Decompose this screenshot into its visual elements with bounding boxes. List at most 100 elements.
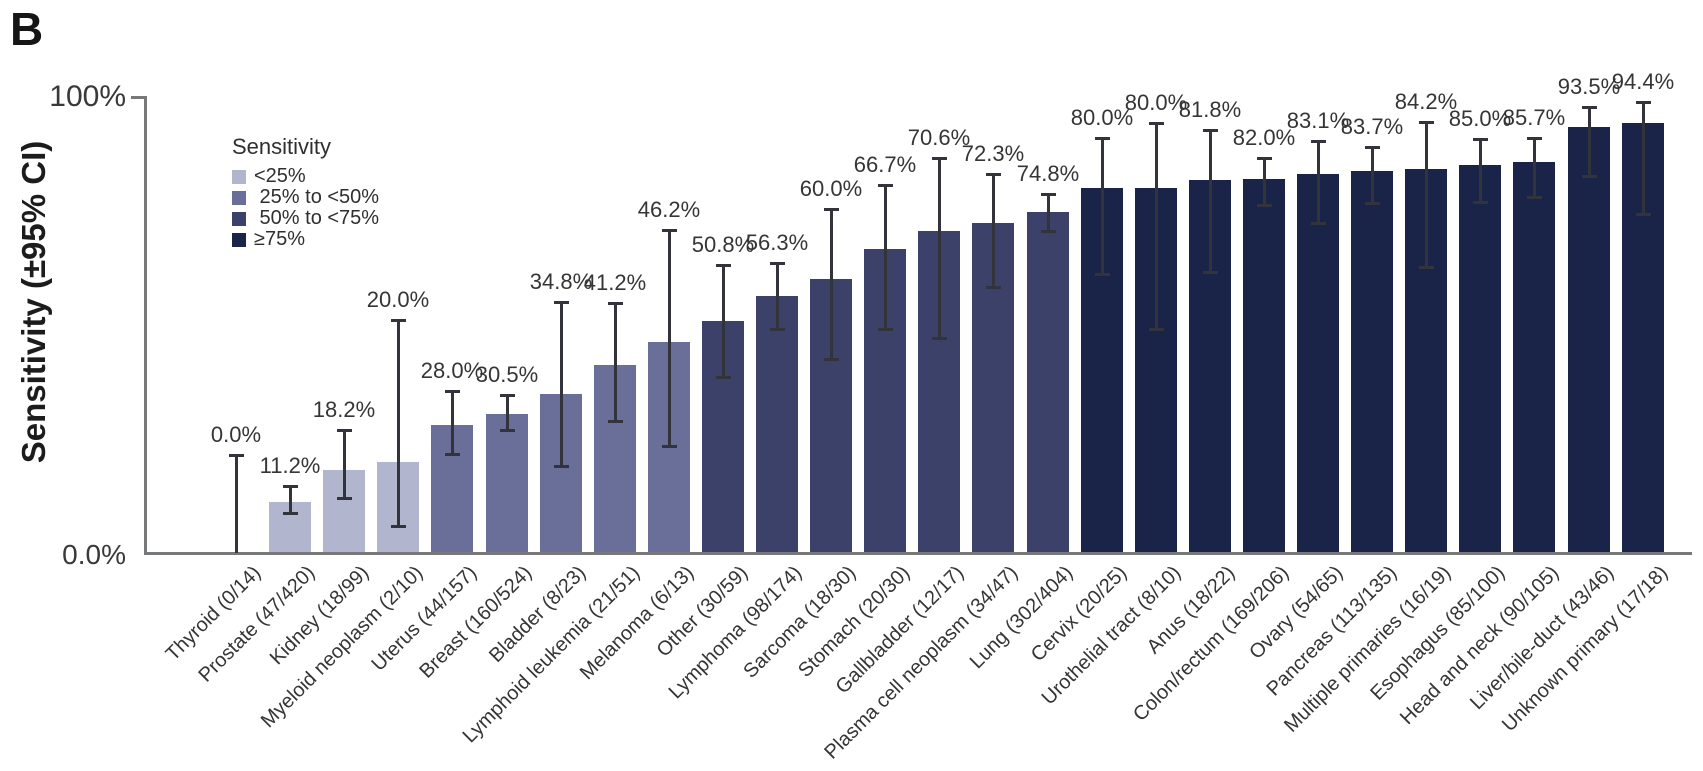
- error-bar-line: [1425, 122, 1428, 268]
- error-bar-line: [1101, 138, 1104, 275]
- bar-value-label: 41.2%: [583, 270, 647, 295]
- bar-value-label: 93.5%: [1557, 74, 1621, 99]
- legend-item: <25%: [232, 165, 379, 187]
- bar-value-label: 80.0%: [1124, 90, 1188, 115]
- error-bar-line: [397, 320, 400, 527]
- error-bar-cap-top: [770, 262, 785, 265]
- error-bar-line: [614, 303, 617, 422]
- error-bar-cap-bottom: [1419, 266, 1434, 269]
- error-bar-line: [992, 174, 995, 288]
- bar: [1459, 165, 1501, 552]
- bar-value-label: 82.0%: [1232, 125, 1296, 150]
- error-bar-cap-top: [1203, 129, 1218, 132]
- bar-value-label: 60.0%: [799, 176, 863, 201]
- y-axis-min-tick-label: 0.0%: [62, 539, 126, 570]
- error-bar-line: [938, 158, 941, 339]
- bar-value-label: 34.8%: [529, 269, 593, 294]
- error-bar-cap-bottom: [878, 328, 893, 331]
- error-bar-line: [1209, 130, 1212, 273]
- error-bar-cap-top: [878, 184, 893, 187]
- error-bar-cap-top: [824, 208, 839, 211]
- error-bar-line: [560, 302, 563, 467]
- error-bar-cap-top: [1041, 193, 1056, 196]
- x-axis-baseline: [144, 552, 1692, 555]
- legend-item: 50% to <75%: [232, 207, 379, 229]
- bar-value-label: 20.0%: [366, 287, 430, 312]
- legend-item: ≥75%: [232, 228, 379, 250]
- legend-item-label: 25% to <50%: [254, 186, 380, 208]
- error-bar-line: [776, 263, 779, 330]
- bar: [1297, 174, 1339, 552]
- bar-value-label: 83.1%: [1286, 108, 1350, 133]
- bar: [1243, 179, 1285, 552]
- error-bar-cap-top: [1365, 146, 1380, 149]
- error-bar-cap-bottom: [1636, 213, 1651, 216]
- error-bar-line: [1263, 158, 1266, 206]
- error-bar-cap-bottom: [770, 328, 785, 331]
- bar-value-label: 70.6%: [907, 125, 971, 150]
- y-axis-max-tick-label: 100%: [49, 80, 126, 113]
- bar-value-label: 66.7%: [853, 152, 917, 177]
- error-bar-cap-bottom: [1311, 222, 1326, 225]
- error-bar-line: [1588, 107, 1591, 177]
- error-bar-line: [289, 486, 292, 514]
- error-bar-cap-bottom: [1473, 201, 1488, 204]
- error-bar-cap-bottom: [1365, 202, 1380, 205]
- bar: [756, 296, 798, 552]
- error-bar-cap-bottom: [554, 465, 569, 468]
- bar-value-label: 81.8%: [1178, 97, 1242, 122]
- error-bar-cap-top: [1527, 137, 1542, 140]
- error-bar-cap-top: [445, 390, 460, 393]
- error-bar-cap-bottom: [283, 512, 298, 515]
- bar: [486, 414, 528, 552]
- error-bar-line: [1155, 123, 1158, 330]
- bar-value-label: 94.4%: [1611, 69, 1675, 94]
- error-bar-cap-bottom: [445, 453, 460, 456]
- error-bar-cap-top: [1636, 101, 1651, 104]
- error-bar-cap-top: [1419, 121, 1434, 124]
- bar-value-label: 30.5%: [475, 362, 539, 387]
- error-bar-cap-bottom: [986, 286, 1001, 289]
- error-bar-cap-top: [283, 485, 298, 488]
- error-bar-cap-top: [1582, 106, 1597, 109]
- bar-value-label: 85.7%: [1502, 105, 1566, 130]
- error-bar-cap-top: [716, 264, 731, 267]
- error-bar-cap-bottom: [1041, 230, 1056, 233]
- bar: [1568, 127, 1610, 552]
- error-bar-cap-top: [608, 302, 623, 305]
- legend-items: <25% 25% to <50% 50% to <75% ≥75%: [232, 165, 380, 250]
- error-bar-cap-top: [391, 319, 406, 322]
- error-bar-cap-top: [932, 157, 947, 160]
- error-bar-cap-bottom: [932, 337, 947, 340]
- error-bar-cap-bottom: [1149, 328, 1164, 331]
- bar-value-label: 72.3%: [961, 141, 1025, 166]
- error-bar-cap-bottom: [608, 420, 623, 423]
- bar-value-label: 46.2%: [637, 197, 701, 222]
- y-axis-title: Sensitivity (±95% CI): [15, 140, 52, 464]
- error-bar-cap-top: [554, 301, 569, 304]
- legend-swatch-icon: [232, 190, 246, 205]
- error-bar-line: [668, 230, 671, 447]
- error-bar-line: [884, 185, 887, 330]
- error-bar-cap-top: [500, 394, 515, 397]
- bar-value-label: 0.0%: [210, 422, 262, 447]
- error-bar-line: [722, 265, 725, 378]
- bar: [1513, 162, 1555, 552]
- bar: [1027, 212, 1069, 552]
- error-bar-cap-top: [1095, 137, 1110, 140]
- error-bar-cap-bottom: [391, 525, 406, 528]
- bar-value-label: 83.7%: [1340, 114, 1404, 139]
- y-axis-top-tick: [131, 96, 147, 99]
- error-bar-line: [1371, 147, 1374, 204]
- panel-label: B: [10, 3, 45, 55]
- error-bar-cap-bottom: [1582, 175, 1597, 178]
- bar-value-label: 28.0%: [420, 358, 484, 383]
- error-bar-cap-bottom: [1203, 271, 1218, 274]
- error-bar-cap-bottom: [1257, 204, 1272, 207]
- error-bar-line: [506, 395, 509, 431]
- legend-item-label: ≥75%: [254, 228, 306, 250]
- bar-value-label: 11.2%: [259, 453, 321, 478]
- error-bar-cap-bottom: [662, 445, 677, 448]
- bar-value-label: 56.3%: [745, 230, 809, 255]
